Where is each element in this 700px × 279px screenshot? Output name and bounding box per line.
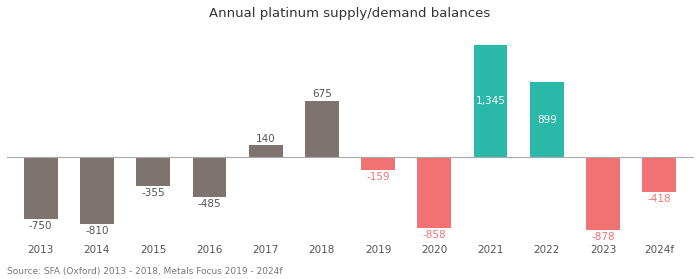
Bar (193, 157, 226, 197)
Bar (474, 45, 508, 157)
Text: -858: -858 (423, 230, 446, 240)
Text: -878: -878 (592, 232, 615, 242)
Text: 140: 140 (256, 134, 276, 144)
Bar (305, 101, 339, 157)
Text: 675: 675 (312, 89, 332, 99)
Text: 2017: 2017 (253, 245, 279, 255)
Text: 1,345: 1,345 (476, 96, 505, 106)
Text: 2019: 2019 (365, 245, 391, 255)
Title: Annual platinum supply/demand balances: Annual platinum supply/demand balances (209, 7, 491, 20)
Text: Source: SFA (Oxford) 2013 - 2018, Metals Focus 2019 - 2024f: Source: SFA (Oxford) 2013 - 2018, Metals… (7, 267, 283, 276)
Bar (586, 157, 620, 230)
Text: 2020: 2020 (421, 245, 447, 255)
Text: -159: -159 (366, 172, 390, 182)
Bar (136, 157, 170, 186)
Text: 2018: 2018 (309, 245, 335, 255)
Text: 899: 899 (537, 114, 556, 124)
Text: -750: -750 (29, 221, 52, 231)
Bar (361, 157, 395, 170)
Text: -418: -418 (648, 194, 671, 204)
Bar (417, 157, 452, 228)
Text: 2023: 2023 (590, 245, 616, 255)
Text: -485: -485 (197, 199, 221, 209)
Text: -810: -810 (85, 226, 108, 236)
Text: -355: -355 (141, 189, 165, 198)
Bar (530, 82, 564, 157)
Bar (248, 145, 283, 157)
Text: 2013: 2013 (27, 245, 54, 255)
Text: 2022: 2022 (533, 245, 560, 255)
Bar (24, 157, 57, 219)
Bar (80, 157, 114, 224)
Bar (643, 157, 676, 192)
Text: 2014: 2014 (84, 245, 110, 255)
Text: 2015: 2015 (140, 245, 167, 255)
Text: 2016: 2016 (196, 245, 223, 255)
Text: 2021: 2021 (477, 245, 504, 255)
Text: 2024f: 2024f (644, 245, 674, 255)
